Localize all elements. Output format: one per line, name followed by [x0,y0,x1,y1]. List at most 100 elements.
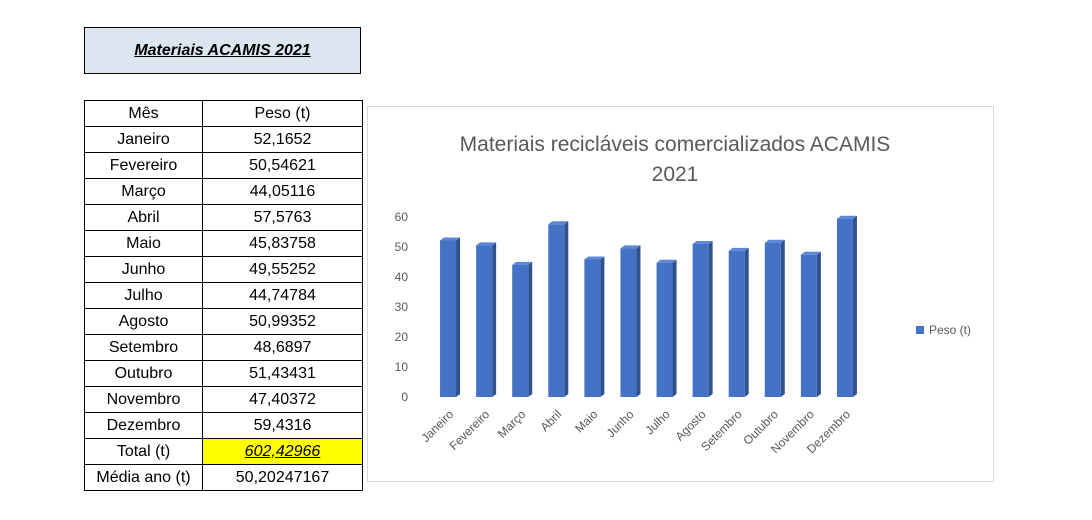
bar[interactable] [800,251,821,397]
sheet-title-box: Materiais ACAMIS 2021 [84,27,361,74]
bar-front [800,254,817,397]
legend-swatch [916,326,924,334]
y-tick-label: 10 [395,360,409,374]
bar-front [440,240,457,397]
weight-cell[interactable]: 50,99352 [202,308,363,335]
bar[interactable] [728,247,749,397]
bar-side [708,241,713,397]
header-month[interactable]: Mês [84,100,203,127]
bar[interactable] [476,242,497,397]
weight-cell[interactable]: 57,5763 [202,204,363,231]
bar-top [836,215,857,219]
month-cell[interactable]: Janeiro [84,126,203,153]
y-tick-label: 60 [395,210,409,224]
bar-front [728,250,745,397]
bar-front [692,244,709,397]
average-value[interactable]: 50,20247167 [202,464,363,491]
table-row: Janeiro 52,1652 [84,126,363,153]
bar-side [456,237,461,397]
bar-side [780,239,785,397]
month-cell[interactable]: Dezembro [84,412,203,439]
weight-cell[interactable]: 45,83758 [202,230,363,257]
y-tick-label: 40 [395,270,409,284]
average-row: Média ano (t) 50,20247167 [84,464,363,491]
bar[interactable] [836,215,857,397]
x-tick-label: Maio [572,407,601,436]
average-label[interactable]: Média ano (t) [84,464,203,491]
month-cell[interactable]: Maio [84,230,203,257]
y-tick-label: 0 [401,390,408,404]
table-row: Novembro 47,40372 [84,386,363,413]
y-tick-label: 50 [395,240,409,254]
bar[interactable] [620,245,641,397]
bar-top [692,241,713,245]
bar-front [512,264,529,397]
total-value[interactable]: 602,42966 [202,438,363,465]
bar-top [800,251,821,255]
header-weight[interactable]: Peso (t) [202,100,363,127]
bar-front [764,242,781,397]
bar-front [656,262,673,397]
x-tick-label: Março [495,407,529,441]
bar-chart: Materiais recicláveis comercializados AC… [395,133,971,456]
y-tick-label: 30 [395,300,409,314]
month-cell[interactable]: Abril [84,204,203,231]
month-cell[interactable]: Fevereiro [84,152,203,179]
table-row: Maio 45,83758 [84,230,363,257]
weight-cell[interactable]: 51,43431 [202,360,363,387]
bar-front [620,248,637,397]
bar-top [584,256,605,260]
bar-top [512,261,533,265]
bar-side [528,261,533,397]
table-row: Abril 57,5763 [84,204,363,231]
table-header-row: Mês Peso (t) [84,100,363,127]
bar[interactable] [584,256,605,397]
bar-side [744,247,749,397]
table-row: Outubro 51,43431 [84,360,363,387]
total-label[interactable]: Total (t) [84,438,203,465]
bar-top [476,242,497,246]
bar[interactable] [548,221,569,397]
table-row: Julho 44,74784 [84,282,363,309]
month-cell[interactable]: Julho [84,282,203,309]
table-row: Dezembro 59,4316 [84,412,363,439]
total-row: Total (t) 602,42966 [84,438,363,465]
legend-label: Peso (t) [929,323,971,337]
month-cell[interactable]: Novembro [84,386,203,413]
sheet-title: Materiais ACAMIS 2021 [134,41,311,59]
chart-area[interactable]: Materiais recicláveis comercializados AC… [367,106,994,482]
weight-cell[interactable]: 59,4316 [202,412,363,439]
bar-front [548,224,565,397]
month-cell[interactable]: Agosto [84,308,203,335]
bar-side [564,221,569,397]
x-tick-label: Junho [604,407,637,440]
bar[interactable] [512,261,533,397]
bar[interactable] [656,259,677,397]
bar-side [636,245,641,397]
month-cell[interactable]: Junho [84,256,203,283]
x-tick-label: Fevereiro [447,407,493,453]
weight-cell[interactable]: 44,05116 [202,178,363,205]
weight-cell[interactable]: 44,74784 [202,282,363,309]
bar[interactable] [692,241,713,397]
month-cell[interactable]: Março [84,178,203,205]
table-row: Setembro 48,6897 [84,334,363,361]
x-tick-label: Abril [538,407,565,434]
bar[interactable] [440,237,461,397]
weight-cell[interactable]: 52,1652 [202,126,363,153]
table-row: Março 44,05116 [84,178,363,205]
bar-top [656,259,677,263]
month-cell[interactable]: Outubro [84,360,203,387]
weight-cell[interactable]: 47,40372 [202,386,363,413]
bar[interactable] [764,239,785,397]
weight-cell[interactable]: 48,6897 [202,334,363,361]
weight-cell[interactable]: 49,55252 [202,256,363,283]
month-cell[interactable]: Setembro [84,334,203,361]
data-table: Mês Peso (t) Janeiro 52,1652 Fevereiro 50,5… [84,100,363,491]
bar-side [672,259,677,397]
bar-front [476,245,493,397]
x-tick-label: Julho [642,407,672,437]
weight-cell[interactable]: 50,54621 [202,152,363,179]
bar-side [816,251,821,397]
table-row: Agosto 50,99352 [84,308,363,335]
